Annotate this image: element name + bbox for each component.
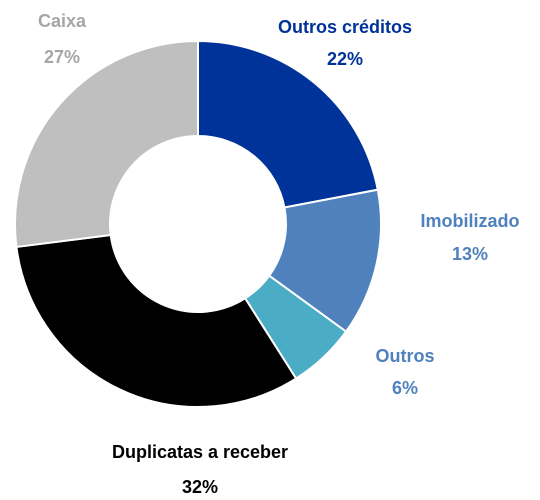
slice bbox=[15, 233, 298, 408]
slice-value-label: 6% bbox=[392, 378, 418, 398]
slice-value-label: 27% bbox=[44, 47, 80, 67]
slice-label: Outros créditos bbox=[278, 17, 412, 37]
slice-value-label: 13% bbox=[452, 244, 488, 264]
slice bbox=[197, 39, 379, 209]
slice-label: Outros bbox=[375, 346, 434, 366]
slice-label: Imobilizado bbox=[421, 211, 520, 231]
slice bbox=[13, 39, 199, 249]
slice-value-label: 22% bbox=[327, 49, 363, 69]
slice-label: Caixa bbox=[38, 11, 87, 31]
slice-label: Duplicatas a receber bbox=[112, 442, 288, 462]
slice-value-label: 32% bbox=[182, 477, 218, 497]
